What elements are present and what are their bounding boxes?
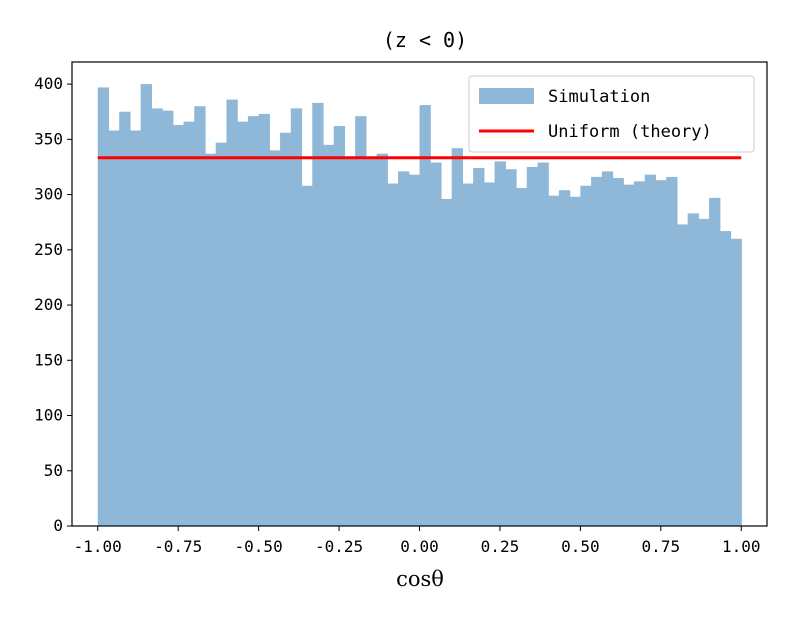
y-tick-label: 0 [53, 516, 63, 535]
histogram-bar [129, 130, 142, 526]
histogram-bar [119, 111, 131, 526]
x-tick-label: -0.50 [235, 537, 283, 556]
legend-label-simulation: Simulation [548, 87, 650, 107]
histogram-bar [687, 213, 699, 526]
histogram-bar [97, 87, 110, 527]
histogram-bar [644, 174, 657, 526]
histogram-bar [494, 161, 506, 526]
histogram-bar [108, 130, 120, 526]
histogram-bar [483, 182, 496, 526]
histogram-bar [301, 185, 313, 526]
histogram-bar [462, 183, 474, 526]
histogram-bar [569, 196, 581, 526]
x-tick-label: 0.00 [400, 537, 439, 556]
histogram-bars [97, 84, 742, 527]
histogram-bar [290, 108, 303, 527]
histogram-bar [258, 113, 270, 526]
histogram-bar [591, 176, 603, 526]
histogram-bar [194, 106, 206, 526]
histogram-bar [634, 181, 646, 527]
x-tick-label: -1.00 [74, 537, 122, 556]
legend-box [468, 75, 755, 153]
x-tick-label: 1.00 [722, 537, 761, 556]
histogram-bar [204, 153, 217, 526]
histogram-bar [473, 168, 485, 527]
chart-title: (z < 0) [383, 28, 467, 52]
histogram-bar [730, 238, 742, 526]
histogram-bar [355, 116, 367, 526]
histogram-bar [612, 178, 624, 526]
histogram-bar [183, 121, 195, 527]
x-axis: -1.00 -0.75 -0.50 -0.25 0.00 0.25 0.50 0.75 1.00 [74, 526, 761, 556]
histogram-bar [655, 180, 667, 526]
histogram-bar [140, 84, 152, 526]
y-tick-label: 400 [34, 74, 63, 93]
histogram-bar [516, 187, 528, 526]
histogram-bar [247, 116, 260, 526]
histogram-bar [312, 102, 324, 526]
histogram-bar [558, 190, 571, 526]
histogram-bar [333, 126, 346, 527]
histogram-bar [344, 157, 356, 526]
histogram-bar [226, 99, 238, 527]
histogram-bar [430, 162, 442, 527]
histogram-bar [280, 132, 292, 526]
histogram-bar [162, 110, 174, 526]
legend: Simulation Uniform (theory) [468, 75, 755, 153]
histogram-bar [666, 176, 678, 526]
y-tick-label: 300 [34, 185, 63, 204]
histogram-bar [237, 121, 249, 527]
histogram-bar [548, 195, 560, 526]
x-tick-label: 0.75 [642, 537, 681, 556]
histogram-bar [419, 105, 431, 526]
x-tick-label: -0.25 [315, 537, 363, 556]
histogram-bar [376, 153, 388, 526]
y-tick-label: 250 [34, 240, 63, 259]
histogram-bar [215, 142, 228, 526]
histogram-bar [709, 197, 721, 526]
y-tick-label: 100 [34, 406, 63, 425]
histogram-bar [172, 124, 185, 526]
legend-label-theory: Uniform (theory) [548, 122, 712, 142]
histogram-bar [451, 148, 464, 526]
histogram-bar [365, 158, 378, 526]
histogram-bar [698, 218, 710, 526]
histogram-bar [580, 185, 592, 526]
x-tick-label: -0.75 [154, 537, 202, 556]
x-axis-label: cosθ [396, 567, 444, 591]
x-tick-label: 0.50 [561, 537, 600, 556]
x-tick-label: 0.25 [481, 537, 520, 556]
histogram-bar [505, 169, 517, 526]
y-tick-label: 150 [34, 350, 63, 369]
legend-swatch-simulation [479, 88, 534, 104]
histogram-bar [322, 144, 335, 526]
histogram-bar [398, 171, 410, 526]
histogram-bar [440, 198, 453, 526]
histogram-bar [387, 183, 399, 526]
histogram-bar [623, 184, 635, 526]
y-axis: 0 50 100 150 200 250 300 350 400 [34, 74, 72, 535]
y-tick-label: 50 [44, 461, 63, 480]
histogram-bar [537, 162, 549, 527]
histogram-bar [408, 174, 421, 526]
histogram-bar [719, 231, 732, 526]
histogram-bar [269, 150, 281, 526]
y-tick-label: 200 [34, 295, 63, 314]
y-tick-label: 350 [34, 129, 63, 148]
histogram-bar [676, 224, 689, 526]
histogram-bar [151, 108, 163, 527]
histogram-bar [526, 166, 539, 526]
histogram-bar [601, 171, 614, 526]
